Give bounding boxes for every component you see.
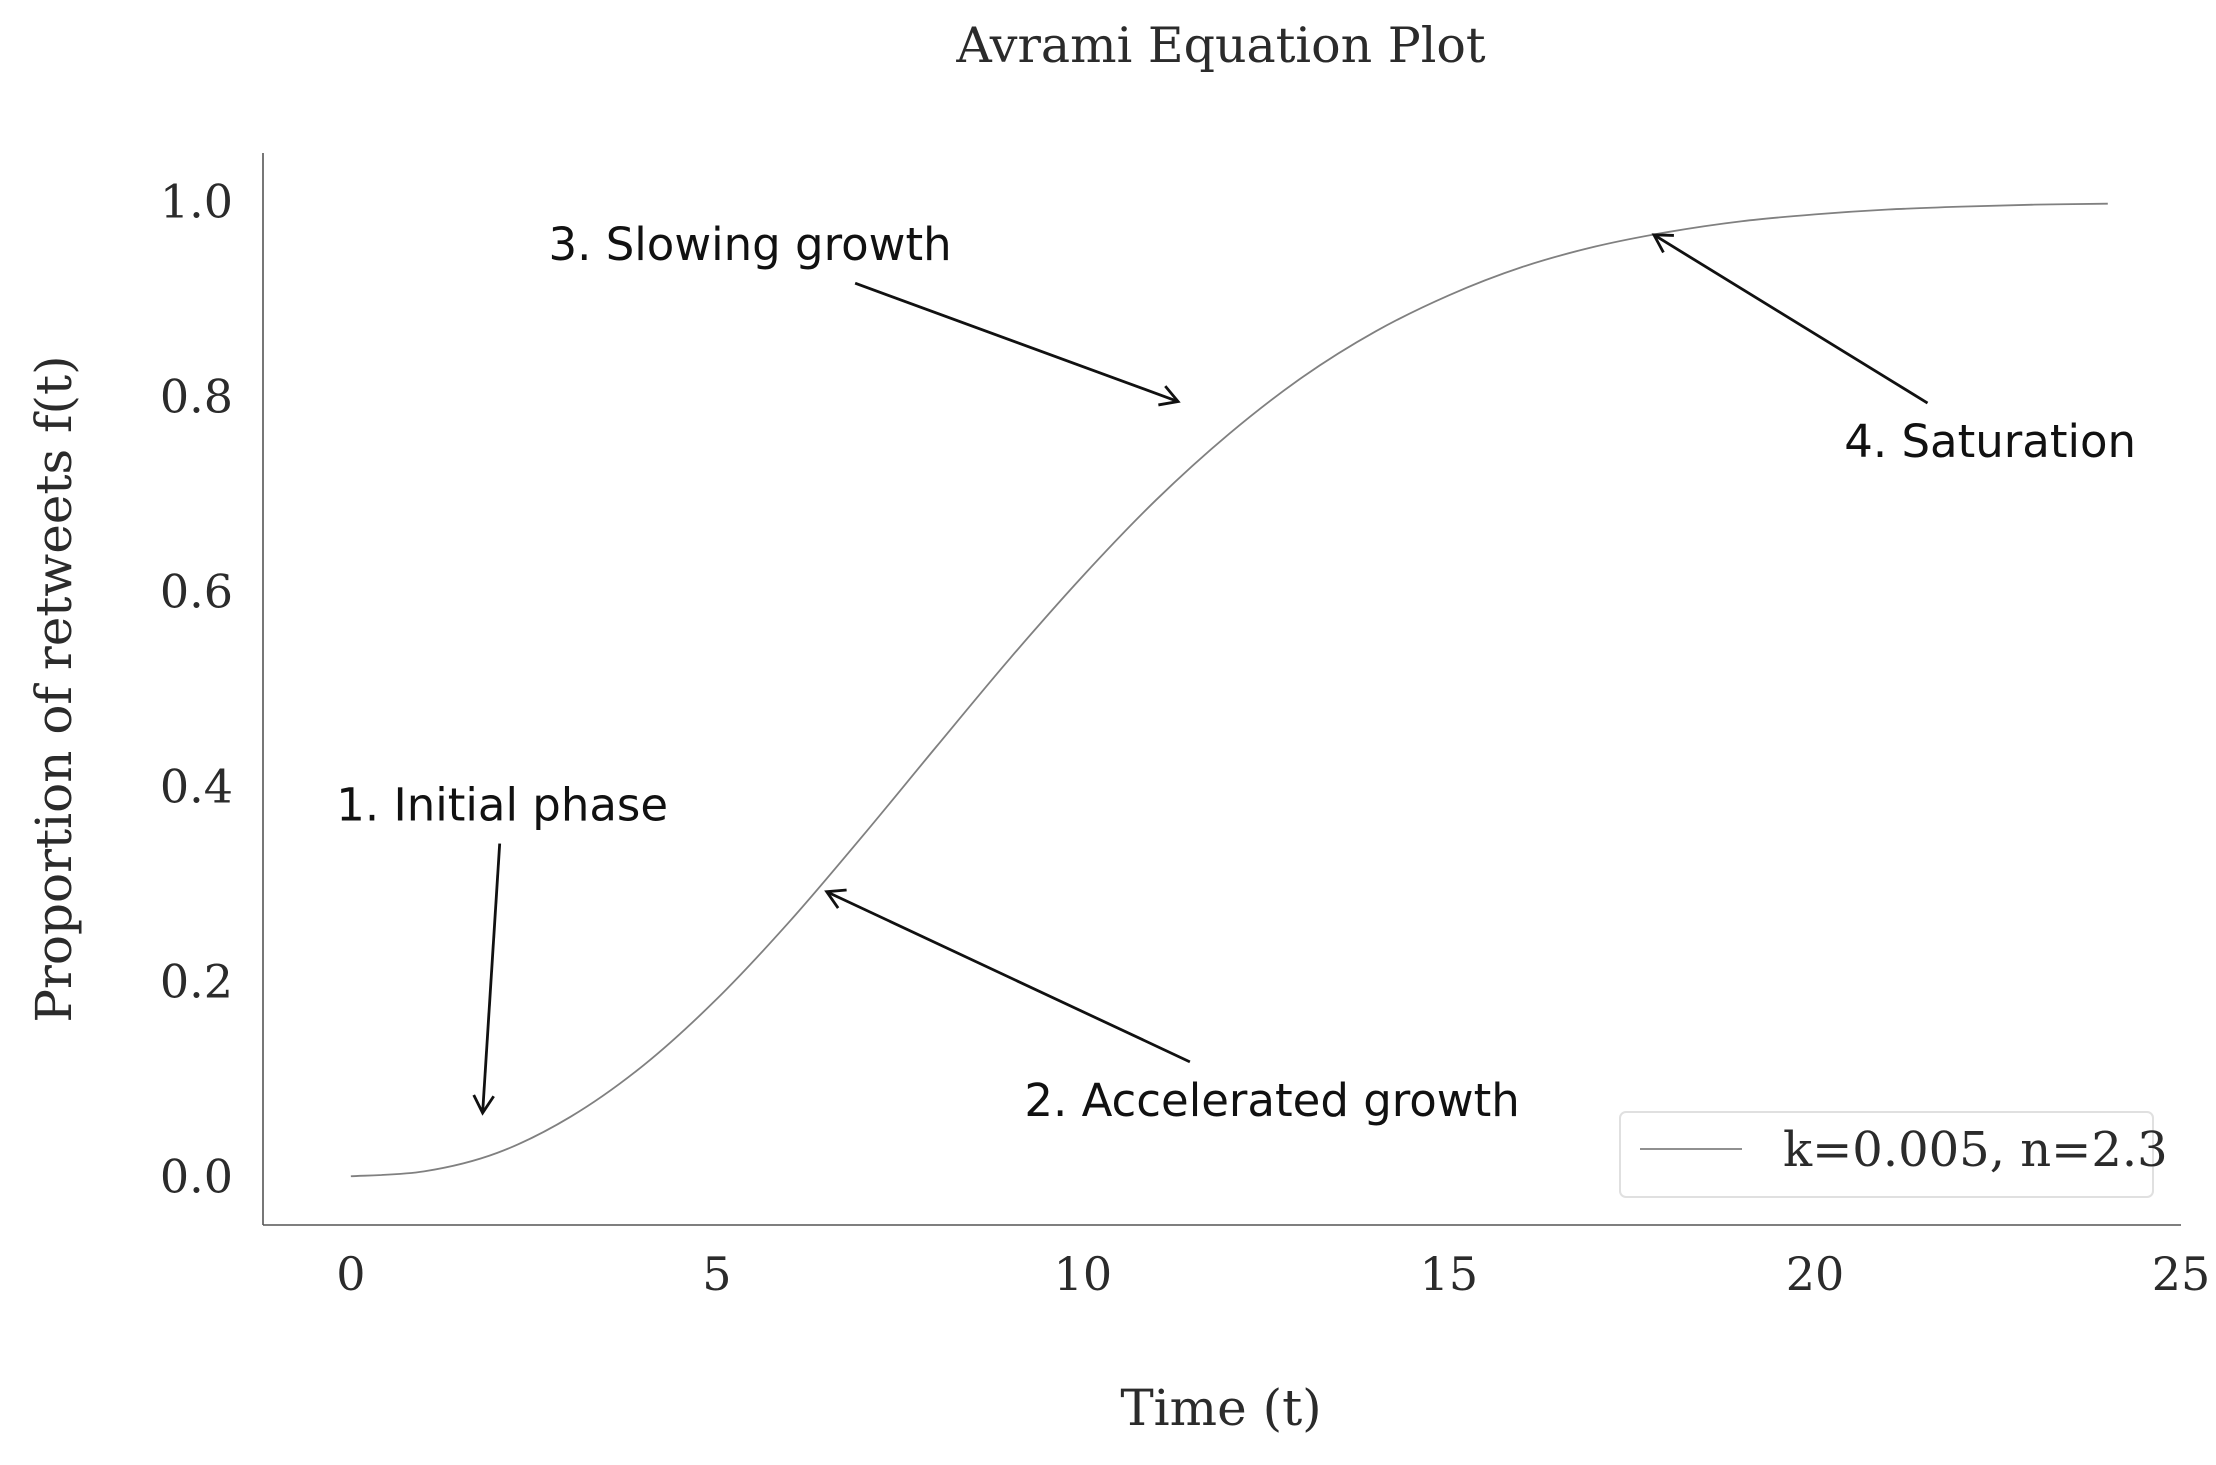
annotation-text: 1. Initial phase xyxy=(336,779,668,832)
annotation-arrow xyxy=(826,890,1191,1064)
y-tick-label: 0.2 xyxy=(160,954,233,1008)
x-tick-label: 20 xyxy=(1786,1247,1845,1301)
legend-box xyxy=(1619,1111,2154,1198)
legend: k=0.005, n=2.3 xyxy=(1619,1111,2168,1198)
annotations: 1. Initial phase 2. Accelerated growth 3. … xyxy=(336,218,2136,1127)
y-tick-label: 0.8 xyxy=(160,370,233,424)
axes-spines xyxy=(262,153,2181,1226)
x-tick-label: 0 xyxy=(336,1247,365,1301)
annotation-text: 2. Accelerated growth xyxy=(1024,1074,1519,1127)
x-tick-label: 25 xyxy=(2152,1247,2211,1301)
annotation-arrow xyxy=(854,281,1179,403)
annotation-arrow xyxy=(481,843,502,1114)
x-tick-labels: 0 5 10 15 20 25 xyxy=(336,1247,2210,1301)
annotation-arrowhead xyxy=(1158,385,1181,407)
x-axis-label: Time (t) xyxy=(1120,1379,1321,1437)
annotation-text: 3. Slowing growth xyxy=(549,218,952,271)
annotation-arrowhead xyxy=(824,888,847,909)
annotation-arrowhead xyxy=(472,1094,495,1116)
series-line xyxy=(350,202,2108,1178)
chart-title: Avrami Equation Plot xyxy=(955,17,1485,74)
y-axis-label: Proportion of retweets f(t) xyxy=(25,355,83,1022)
y-tick-label: 0.6 xyxy=(160,565,233,619)
y-tick-labels: 0.0 0.2 0.4 0.6 0.8 1.0 xyxy=(160,175,233,1204)
legend-label: k=0.005, n=2.3 xyxy=(1783,1122,2168,1178)
x-tick-label: 5 xyxy=(702,1247,731,1301)
series-layer xyxy=(350,202,2108,1178)
annotation-arrow xyxy=(1653,233,1929,405)
x-tick-label: 15 xyxy=(1420,1247,1479,1301)
annotation-text: 4. Saturation xyxy=(1844,415,2136,468)
x-tick-label: 10 xyxy=(1054,1247,1113,1301)
y-tick-label: 0.4 xyxy=(160,759,233,813)
annotation-arrowhead xyxy=(1651,233,1674,254)
y-tick-label: 0.0 xyxy=(160,1149,233,1203)
y-tick-label: 1.0 xyxy=(160,175,233,229)
